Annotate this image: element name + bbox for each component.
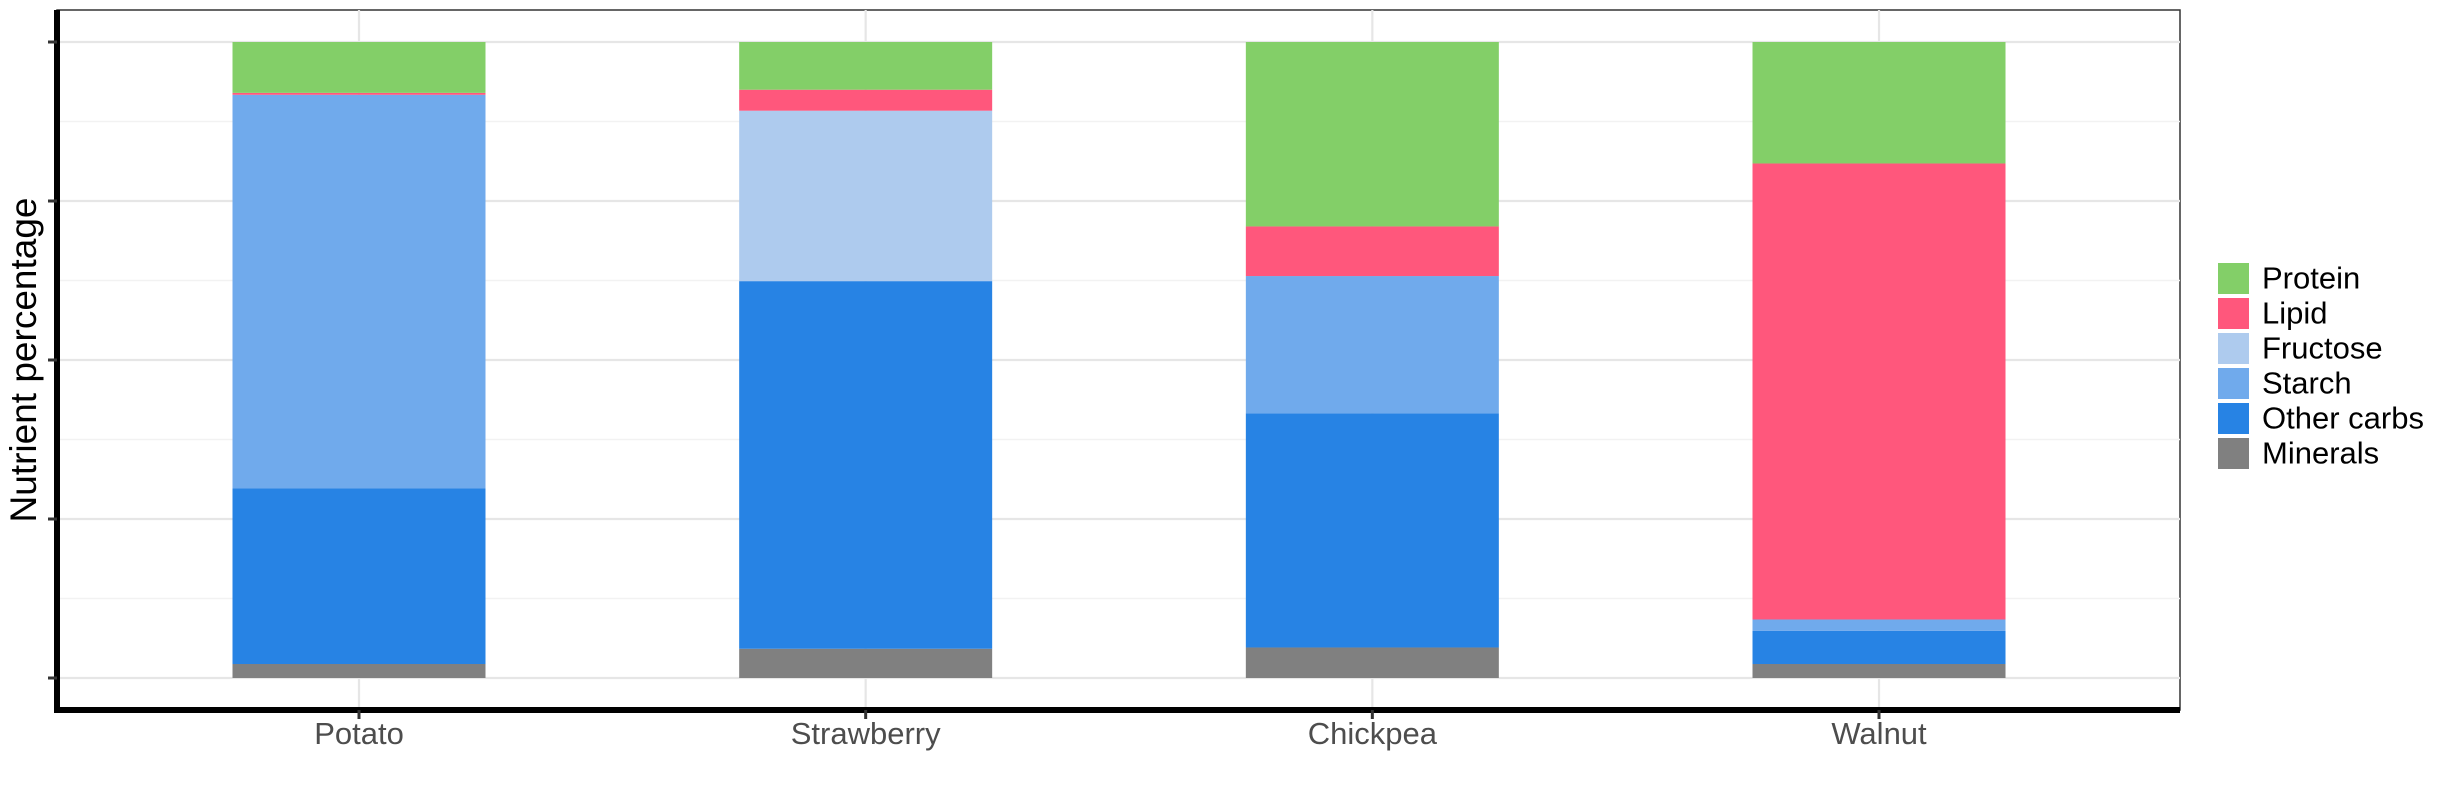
bar-segment-potato-other-carbs [232,488,486,665]
legend-key-fructose [2218,333,2249,364]
legend-item-starch: Starch [2218,366,2352,401]
legend-label-other-carbs: Other carbs [2262,401,2424,436]
legend-label-protein: Protein [2262,261,2360,296]
bar-segment-strawberry-protein [739,42,993,90]
legend-key-minerals [2218,438,2249,469]
bar-segment-chickpea-protein [1245,42,1499,227]
legend-label-minerals: Minerals [2262,436,2379,471]
legend-key-other-carbs [2218,403,2249,434]
bar-segment-walnut-lipid [1752,163,2006,620]
legend-item-minerals: Minerals [2218,436,2379,471]
axes-layer [48,10,2180,719]
legend-item-protein: Protein [2218,261,2360,296]
bar-segment-potato-protein [232,42,486,93]
bar-segment-walnut-protein [1752,42,2006,164]
bar-segment-potato-lipid [232,92,486,95]
bar-segment-potato-minerals [232,664,486,678]
x-tick-label-chickpea: Chickpea [1308,716,1438,751]
bar-stack-walnut [1752,42,2006,678]
bar-segment-strawberry-lipid [739,89,993,111]
bar-segment-chickpea-starch [1245,276,1499,414]
x-tick-label-potato: Potato [314,716,404,751]
bar-segment-walnut-starch [1752,619,2006,631]
legend-label-starch: Starch [2262,366,2352,401]
bar-segment-walnut-minerals [1752,664,2006,678]
x-tick-label-walnut: Walnut [1831,716,1927,751]
bar-segment-chickpea-other-carbs [1245,413,1499,648]
legend-label-fructose: Fructose [2262,331,2383,366]
x-tick-label-strawberry: Strawberry [791,716,941,751]
bar-segment-strawberry-fructose [739,110,993,282]
bar-segment-potato-starch [232,94,486,489]
legend-item-lipid: Lipid [2218,296,2328,331]
bar-stack-strawberry [739,42,993,678]
bar-segment-walnut-other-carbs [1752,630,2006,665]
legend-item-fructose: Fructose [2218,331,2383,366]
y-axis-title: Nutrient percentage [3,198,44,523]
x-tick-labels: Potato Strawberry Chickpea Walnut [314,716,1927,751]
bar-stack-chickpea [1245,42,1499,678]
bar-segment-strawberry-minerals [739,648,993,678]
legend-label-lipid: Lipid [2262,296,2328,331]
bar-stack-potato [232,42,486,678]
legend-key-starch [2218,368,2249,399]
legend-key-lipid [2218,298,2249,329]
bar-segment-chickpea-lipid [1245,226,1499,277]
bar-segment-strawberry-other-carbs [739,281,993,649]
bar-segment-chickpea-minerals [1245,647,1499,678]
bars-layer [232,42,2006,678]
legend-key-protein [2218,263,2249,294]
legend-item-other-carbs: Other carbs [2218,401,2424,436]
